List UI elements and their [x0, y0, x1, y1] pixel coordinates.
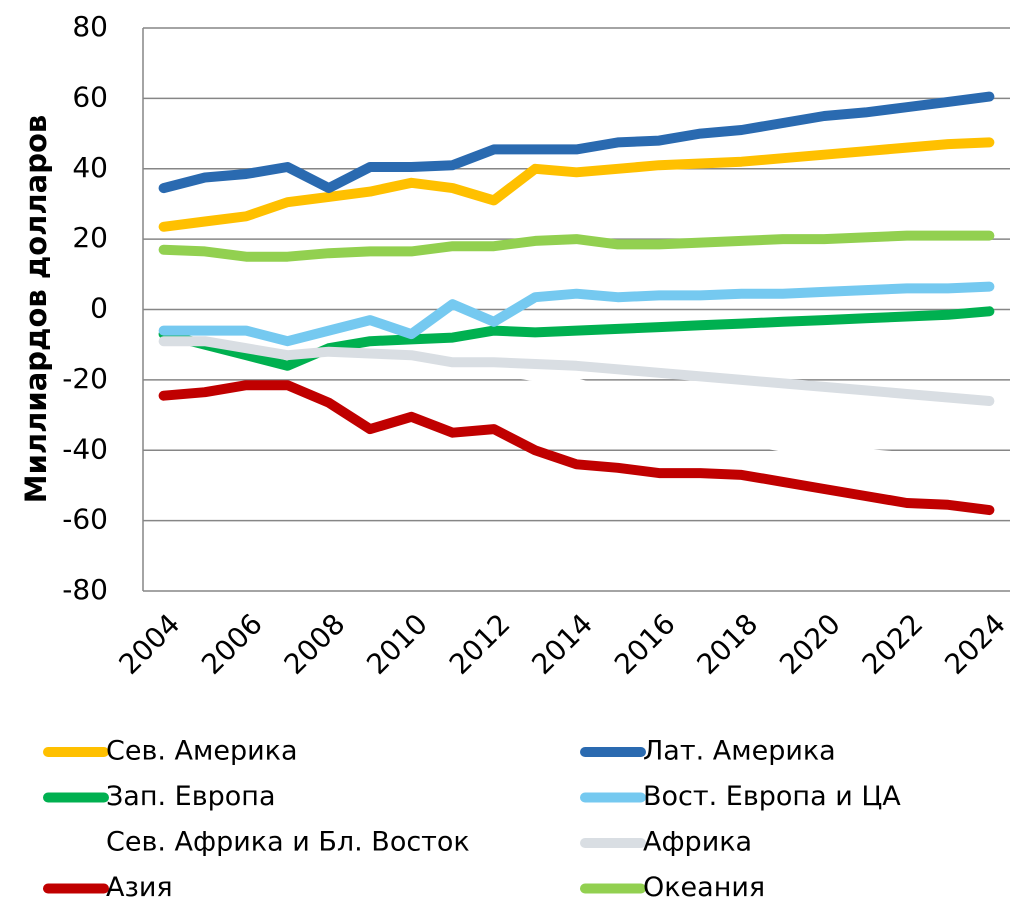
x-tick-label: 2018 [691, 607, 765, 681]
x-tick-label: 2014 [525, 607, 599, 681]
y-tick-label: 0 [90, 292, 108, 325]
legend-label: Азия [106, 872, 173, 897]
y-tick-label: -40 [62, 432, 108, 465]
series-line [158, 137, 995, 232]
x-tick-label: 2016 [608, 607, 682, 681]
y-tick-label: 40 [72, 151, 108, 184]
x-tick-label: 2012 [443, 607, 517, 681]
y-tick-label: 60 [72, 80, 108, 113]
x-tick-label: 2006 [195, 607, 269, 681]
y-axis-label: Миллиардов долларов [19, 115, 53, 504]
legend-label: Африка [643, 827, 752, 858]
x-tick-label: 2020 [773, 607, 847, 681]
x-tick-label: 2010 [360, 607, 434, 681]
x-tick-label: 2024 [938, 607, 1012, 681]
legend-label: Вост. Европа и ЦА [643, 781, 901, 812]
x-tick-label: 2004 [113, 607, 187, 681]
legend-label: Океания [643, 872, 765, 897]
series-line [158, 281, 995, 347]
legend-label: Сев. Африка и Бл. Восток [106, 827, 470, 858]
y-tick-label: -80 [62, 573, 108, 606]
legend-label: Сев. Америка [106, 736, 298, 767]
legend-label: Зап. Европа [106, 781, 276, 812]
series-line [158, 306, 995, 371]
x-tick-label: 2008 [278, 607, 352, 681]
series-line [158, 91, 995, 194]
y-tick-label: 20 [72, 221, 108, 254]
legend-label: Лат. Америка [643, 736, 836, 767]
y-tick-label: 80 [72, 10, 108, 43]
series-line [158, 336, 995, 406]
series-line [158, 380, 995, 516]
x-tick-label: 2022 [856, 607, 930, 681]
y-tick-label: -60 [62, 503, 108, 536]
y-tick-label: -20 [62, 362, 108, 395]
series-line [158, 230, 995, 262]
